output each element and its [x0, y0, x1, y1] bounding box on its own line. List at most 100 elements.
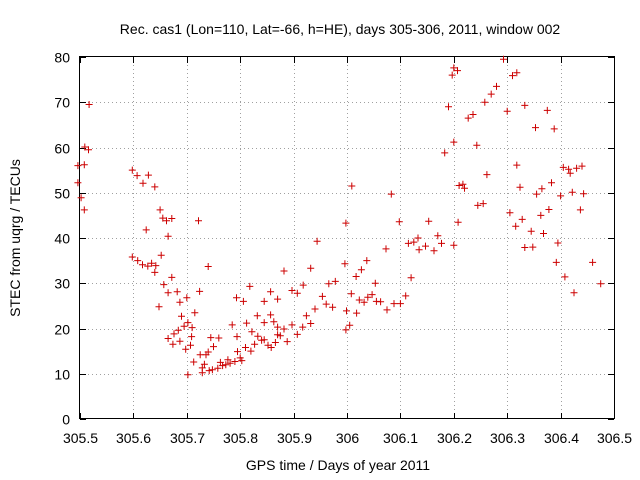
grid-lines	[80, 57, 614, 419]
data-point	[454, 67, 461, 75]
data-point	[215, 334, 223, 342]
data-point	[184, 319, 192, 327]
data-point	[513, 161, 521, 169]
data-point	[168, 215, 176, 222]
data-point	[430, 247, 438, 255]
data-point	[239, 297, 247, 305]
data-point	[561, 273, 569, 281]
data-point	[422, 242, 429, 250]
y-axis-label: STEC from uqrg / TECUs	[7, 159, 23, 317]
data-point	[474, 201, 482, 209]
data-point	[85, 146, 92, 154]
data-point	[274, 295, 282, 303]
data-point	[481, 98, 489, 106]
data-point	[283, 338, 291, 346]
data-point	[128, 166, 136, 174]
data-point	[512, 222, 520, 230]
x-tick-label: 306.2	[437, 430, 472, 446]
data-point	[552, 258, 560, 266]
data-point	[322, 300, 330, 308]
data-point	[348, 182, 356, 190]
data-point	[573, 164, 581, 172]
data-point	[570, 289, 578, 297]
data-point	[164, 335, 172, 342]
data-point	[157, 251, 165, 259]
data-point	[271, 339, 279, 346]
data-point	[142, 226, 150, 234]
data-point	[368, 291, 376, 299]
data-point	[425, 217, 433, 225]
data-point	[128, 253, 136, 261]
data-point	[243, 319, 251, 327]
data-point	[164, 232, 172, 240]
data-point	[190, 358, 198, 366]
data-point	[450, 241, 458, 249]
data-point	[402, 292, 410, 300]
data-point	[253, 312, 261, 320]
data-point	[331, 277, 339, 285]
data-point	[144, 262, 152, 270]
x-tick-label: 305.6	[116, 430, 151, 446]
data-point	[182, 345, 190, 353]
data-point	[414, 234, 422, 242]
data-point	[80, 206, 88, 214]
data-point	[493, 82, 500, 90]
data-point	[559, 163, 567, 171]
data-point	[293, 330, 301, 338]
data-point	[251, 340, 259, 348]
data-point	[156, 206, 164, 214]
y-tick-label: 30	[54, 276, 70, 292]
data-point	[506, 209, 514, 217]
data-point	[543, 106, 551, 114]
y-tick-label: 40	[54, 231, 70, 247]
data-point	[363, 257, 371, 265]
data-point	[382, 245, 390, 253]
data-points	[74, 55, 605, 379]
data-point	[307, 320, 315, 327]
data-point	[415, 246, 423, 254]
data-point	[188, 324, 196, 332]
data-point	[461, 184, 468, 192]
data-point	[204, 348, 212, 356]
data-point	[205, 367, 213, 375]
data-point	[133, 172, 141, 180]
data-point	[464, 114, 472, 122]
data-point	[81, 143, 89, 151]
data-point	[554, 239, 562, 247]
data-point	[396, 300, 404, 308]
data-point	[545, 206, 553, 213]
data-point	[329, 303, 337, 311]
data-point	[518, 215, 526, 223]
data-point	[395, 218, 403, 226]
x-tick-label: 305.9	[277, 430, 312, 446]
data-point	[180, 322, 188, 330]
x-axis-label: GPS time / Days of year 2011	[246, 457, 430, 473]
x-tick-label: 305.8	[223, 430, 258, 446]
y-tick-label: 10	[54, 367, 70, 383]
data-point	[176, 298, 184, 306]
x-tick-label: 306.5	[597, 430, 632, 446]
data-point	[513, 69, 521, 77]
data-point	[325, 280, 333, 288]
data-point	[455, 182, 463, 189]
x-tick-label: 306.1	[383, 430, 418, 446]
data-point	[248, 328, 256, 336]
x-tick-label: 306.4	[544, 430, 579, 446]
data-point	[353, 309, 361, 317]
data-point	[371, 279, 379, 287]
data-point	[164, 289, 172, 297]
data-point	[254, 332, 262, 340]
data-point	[578, 162, 586, 170]
data-point	[160, 281, 168, 289]
data-point	[483, 171, 491, 179]
data-point	[270, 318, 278, 326]
data-point	[448, 71, 456, 79]
data-point	[410, 238, 418, 246]
data-point	[184, 371, 192, 379]
data-point	[566, 169, 574, 177]
data-point	[479, 200, 487, 208]
data-point	[434, 232, 442, 240]
axis-ticks: 305.5 305.6 305.7 305.8 305.9 306 306.1 306.2 30…	[54, 50, 632, 447]
data-point	[74, 162, 82, 170]
data-point	[198, 369, 206, 377]
